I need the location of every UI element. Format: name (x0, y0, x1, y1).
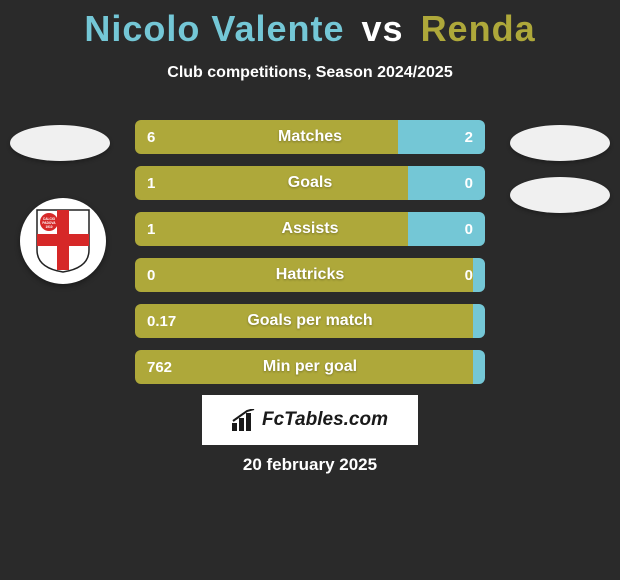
chart-icon (232, 409, 258, 431)
player2-name: Renda (421, 8, 536, 49)
stat-left-value: 1 (135, 212, 408, 246)
comparison-title: Nicolo Valente vs Renda (0, 0, 620, 50)
stat-label: Matches (278, 128, 342, 146)
stat-bar: 00Hattricks (135, 258, 485, 292)
shield-icon: CALCIO PADOVA 1910 (35, 208, 91, 274)
stat-bar: 10 Assists (135, 212, 485, 246)
stats-container: 62Matches10Goals10Assists00Hattricks0.17… (135, 120, 485, 396)
fctables-attribution: FcTables.com (202, 395, 418, 445)
player2-silhouette-1 (510, 125, 610, 161)
club-badge: CALCIO PADOVA 1910 (20, 198, 106, 284)
stat-bar: 10 Goals (135, 166, 485, 200)
fctables-logo: FcTables.com (232, 409, 388, 431)
stat-bar: 762Min per goal (135, 350, 485, 384)
stat-bar: 62 Matches (135, 120, 485, 154)
stat-bar: 0.17Goals per match (135, 304, 485, 338)
stat-right-value: 0 (473, 258, 485, 292)
stat-label: Min per goal (263, 358, 357, 376)
stat-label: Goals (288, 174, 332, 192)
fctables-text: FcTables.com (262, 409, 388, 431)
vs-label: vs (362, 8, 404, 49)
stat-left-value: 6 (135, 120, 398, 154)
stat-right-value: 2 (398, 120, 486, 154)
stat-right-value: 0 (408, 212, 485, 246)
stat-label: Assists (282, 220, 339, 238)
subtitle: Club competitions, Season 2024/2025 (0, 64, 620, 82)
player1-name: Nicolo Valente (84, 8, 344, 49)
stat-left-value: 1 (135, 166, 408, 200)
stat-right-value: 0 (408, 166, 485, 200)
stat-label: Hattricks (276, 266, 344, 284)
stat-label: Goals per match (247, 312, 372, 330)
footer-date: 20 february 2025 (0, 455, 620, 475)
player2-silhouette-2 (510, 177, 610, 213)
player1-silhouette (10, 125, 110, 161)
svg-text:1910: 1910 (45, 225, 52, 229)
stat-right-value (473, 304, 485, 338)
stat-right-value (473, 350, 485, 384)
